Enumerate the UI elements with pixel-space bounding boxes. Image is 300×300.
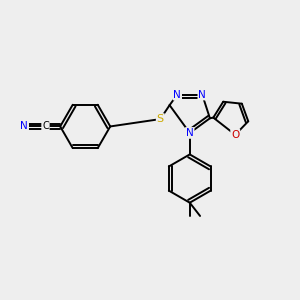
Text: N: N [186, 128, 194, 138]
Text: N: N [173, 90, 181, 100]
Text: N: N [198, 90, 206, 100]
Text: N: N [20, 122, 28, 131]
Text: C: C [42, 122, 49, 131]
Text: S: S [157, 114, 164, 124]
Text: O: O [231, 130, 239, 140]
